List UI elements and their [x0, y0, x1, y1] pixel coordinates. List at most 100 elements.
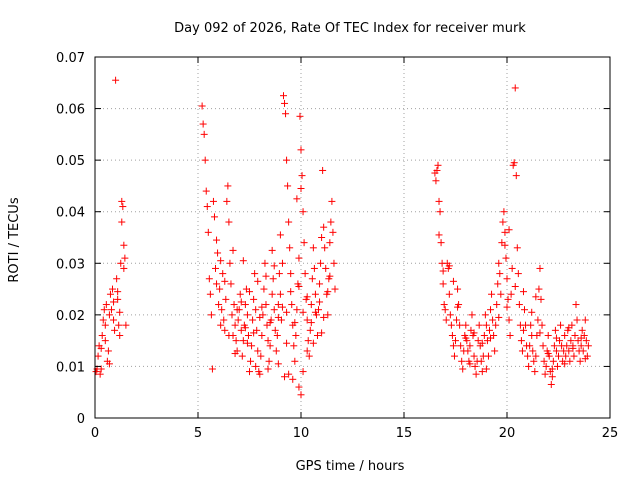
- data-point: [525, 362, 533, 370]
- data-point: [109, 285, 117, 293]
- data-point: [214, 249, 222, 257]
- data-point: [301, 270, 309, 278]
- data-point: [324, 288, 332, 296]
- y-tick-label: 0.07: [56, 51, 85, 66]
- data-point: [505, 316, 513, 324]
- data-point: [310, 264, 318, 272]
- data-point: [311, 290, 319, 298]
- data-point: [295, 282, 303, 290]
- data-point: [439, 267, 447, 275]
- data-point: [532, 352, 540, 360]
- data-point: [239, 257, 247, 265]
- data-point: [309, 244, 317, 252]
- data-point: [547, 380, 555, 388]
- data-point: [97, 365, 105, 373]
- data-point: [526, 342, 534, 350]
- data-point: [542, 362, 550, 370]
- data-point: [295, 254, 303, 262]
- data-point: [484, 352, 492, 360]
- data-point: [435, 197, 443, 205]
- data-point: [532, 293, 540, 301]
- data-point: [238, 352, 246, 360]
- data-point: [105, 360, 113, 368]
- data-point: [232, 337, 240, 345]
- data-point: [264, 365, 272, 373]
- data-point: [309, 339, 317, 347]
- data-point: [495, 313, 503, 321]
- data-point: [321, 244, 329, 252]
- plot-frame: [94, 56, 611, 419]
- data-point: [210, 213, 218, 221]
- data-point: [501, 228, 509, 236]
- data-point: [225, 218, 233, 226]
- data-point: [538, 321, 546, 329]
- data-point: [581, 316, 589, 324]
- data-point: [286, 244, 294, 252]
- data-point: [122, 321, 130, 329]
- data-point: [579, 347, 587, 355]
- data-point: [519, 288, 527, 296]
- data-point: [437, 239, 445, 247]
- data-point: [464, 347, 472, 355]
- data-point: [246, 368, 253, 376]
- data-point: [535, 285, 543, 293]
- data-point: [202, 187, 210, 195]
- data-point: [234, 316, 242, 324]
- data-point: [262, 272, 270, 280]
- data-point: [254, 347, 262, 355]
- data-point: [489, 316, 497, 324]
- data-point: [511, 282, 519, 290]
- data-point: [221, 326, 229, 334]
- grid-lines: [95, 57, 610, 418]
- data-point: [288, 301, 296, 309]
- data-point: [576, 357, 584, 365]
- data-point: [239, 337, 247, 345]
- data-point: [274, 360, 282, 368]
- data-point: [110, 316, 118, 324]
- data-point: [550, 342, 558, 350]
- data-point: [276, 231, 284, 239]
- data-point: [206, 290, 214, 298]
- data-point: [513, 244, 521, 252]
- data-points: [92, 76, 592, 399]
- data-point: [581, 355, 589, 363]
- data-point: [548, 365, 556, 373]
- data-point: [215, 301, 223, 309]
- data-point: [577, 334, 585, 342]
- data-point: [230, 301, 238, 309]
- data-point: [510, 159, 518, 167]
- data-point: [293, 195, 301, 203]
- data-point: [120, 264, 128, 272]
- data-point: [291, 357, 299, 365]
- axis-ticks: [94, 56, 611, 419]
- data-point: [502, 254, 510, 262]
- data-point: [222, 295, 230, 303]
- data-point: [441, 306, 449, 314]
- data-point: [212, 264, 220, 272]
- data-point: [481, 311, 489, 319]
- data-point: [439, 280, 447, 288]
- data-point: [553, 362, 561, 370]
- data-point: [307, 301, 315, 309]
- data-point: [466, 360, 474, 368]
- data-point: [200, 130, 208, 138]
- data-point: [213, 236, 221, 244]
- data-point: [477, 357, 485, 365]
- data-point: [470, 329, 478, 337]
- data-point: [482, 365, 490, 373]
- data-point: [258, 303, 266, 311]
- data-point: [278, 303, 286, 311]
- data-point: [541, 370, 549, 378]
- data-point: [250, 329, 258, 337]
- data-point: [243, 311, 251, 319]
- y-tick-label: 0.03: [56, 257, 85, 272]
- data-point: [331, 285, 339, 293]
- data-point: [316, 280, 324, 288]
- data-point: [247, 357, 255, 365]
- data-point: [527, 321, 535, 329]
- data-point: [111, 326, 119, 334]
- data-point: [515, 301, 523, 309]
- data-point: [217, 257, 225, 265]
- data-point: [229, 246, 237, 254]
